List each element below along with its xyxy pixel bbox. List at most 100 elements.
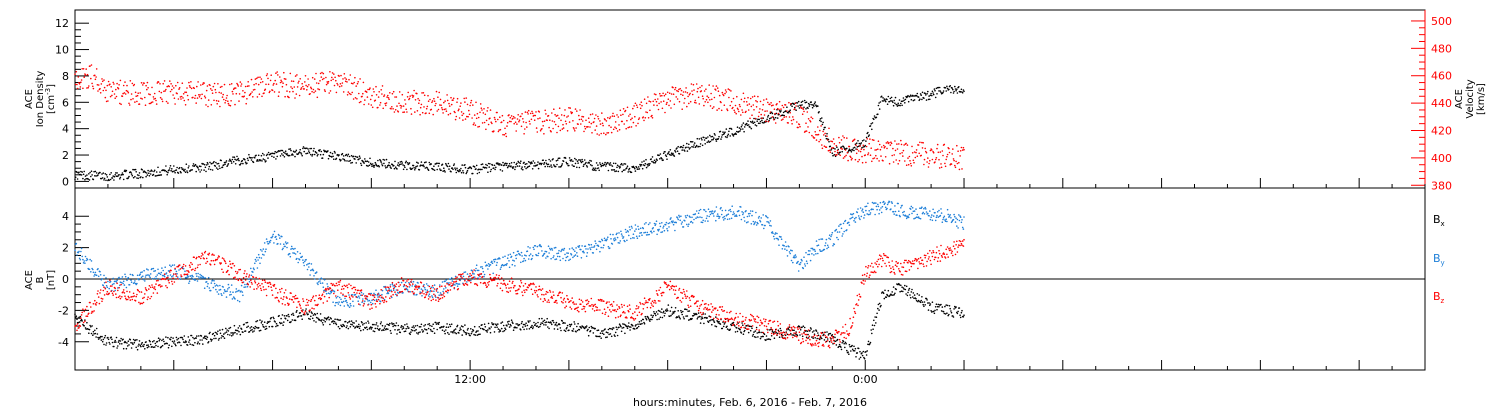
velocity-point bbox=[292, 90, 294, 93]
density-point bbox=[137, 177, 139, 180]
density-point bbox=[437, 162, 439, 165]
density-point bbox=[536, 164, 539, 166]
density-point bbox=[433, 169, 436, 171]
by-point bbox=[213, 280, 215, 282]
bx-point bbox=[419, 326, 422, 328]
density-point bbox=[416, 165, 419, 167]
bx-point bbox=[610, 335, 613, 338]
by-point bbox=[495, 264, 498, 267]
velocity-point bbox=[739, 105, 741, 108]
velocity-point bbox=[857, 160, 859, 163]
bx-point bbox=[311, 317, 314, 320]
by-point bbox=[531, 255, 534, 257]
velocity-point bbox=[809, 120, 812, 123]
by-point bbox=[394, 293, 397, 296]
density-point bbox=[485, 167, 488, 169]
density-point bbox=[259, 159, 262, 161]
bx-point bbox=[392, 325, 394, 328]
velocity-point bbox=[102, 89, 105, 92]
bx-point bbox=[931, 301, 934, 304]
velocity-point bbox=[294, 97, 296, 99]
bx-point bbox=[780, 329, 782, 332]
density-point bbox=[589, 159, 591, 162]
bx-point bbox=[601, 332, 604, 335]
bx-point bbox=[540, 322, 542, 324]
by-point bbox=[418, 287, 421, 289]
by-point bbox=[504, 255, 506, 258]
velocity-point bbox=[963, 148, 965, 151]
velocity-point bbox=[387, 97, 390, 99]
by-point bbox=[438, 294, 441, 297]
density-point bbox=[759, 122, 761, 125]
bx-point bbox=[906, 294, 909, 297]
bx-point bbox=[76, 318, 78, 321]
velocity-point bbox=[762, 103, 764, 106]
bx-point bbox=[441, 329, 444, 332]
bx-point bbox=[474, 334, 477, 336]
density-point bbox=[829, 145, 832, 148]
bx-point bbox=[286, 315, 288, 317]
density-point bbox=[141, 169, 143, 171]
bx-point bbox=[629, 329, 631, 331]
density-point bbox=[609, 162, 612, 164]
density-point bbox=[100, 177, 103, 180]
density-point bbox=[454, 167, 456, 169]
by-point bbox=[128, 284, 131, 286]
velocity-point bbox=[556, 114, 559, 117]
velocity-point bbox=[325, 83, 328, 86]
velocity-point bbox=[596, 133, 598, 135]
velocity-point bbox=[297, 82, 300, 84]
density-point bbox=[504, 162, 507, 165]
density-point bbox=[577, 162, 579, 164]
density-point bbox=[691, 145, 693, 148]
velocity-point bbox=[279, 76, 281, 78]
bx-point bbox=[176, 342, 179, 344]
by-point bbox=[370, 292, 373, 295]
velocity-point bbox=[420, 103, 423, 106]
density-point bbox=[485, 163, 487, 166]
velocity-point bbox=[913, 151, 916, 153]
density-point bbox=[913, 99, 916, 101]
density-point bbox=[479, 168, 482, 171]
bx-point bbox=[104, 334, 107, 337]
by-point bbox=[562, 257, 564, 260]
bx-point bbox=[132, 338, 135, 341]
bx-point bbox=[880, 304, 882, 307]
by-point bbox=[92, 268, 94, 271]
bx-point bbox=[105, 342, 108, 344]
by-point bbox=[212, 286, 215, 289]
velocity-point bbox=[537, 117, 539, 120]
bx-point bbox=[873, 324, 876, 327]
density-point bbox=[562, 160, 565, 163]
bx-point bbox=[779, 327, 782, 330]
density-point bbox=[804, 101, 807, 104]
velocity-point bbox=[149, 93, 151, 96]
velocity-point bbox=[495, 120, 497, 123]
by-point bbox=[228, 286, 230, 289]
velocity-point bbox=[450, 103, 453, 106]
velocity-point bbox=[122, 92, 124, 95]
density-point bbox=[586, 166, 589, 168]
velocity-point bbox=[472, 104, 474, 106]
density-point bbox=[894, 102, 896, 104]
density-point bbox=[757, 118, 759, 121]
bx-point bbox=[179, 336, 182, 339]
bx-point bbox=[866, 350, 868, 352]
density-point bbox=[109, 178, 112, 181]
bx-point bbox=[572, 330, 574, 332]
velocity-point bbox=[301, 82, 304, 85]
velocity-point bbox=[497, 130, 500, 133]
by-point bbox=[527, 246, 529, 248]
bx-point bbox=[317, 317, 319, 320]
bx-point bbox=[537, 326, 540, 329]
density-point bbox=[913, 95, 915, 97]
velocity-point bbox=[169, 90, 172, 93]
density-point bbox=[341, 152, 344, 155]
by-point bbox=[199, 273, 201, 276]
density-point bbox=[823, 128, 825, 131]
velocity-point bbox=[194, 97, 196, 99]
by-point bbox=[82, 258, 84, 261]
bx-point bbox=[861, 354, 864, 357]
velocity-point bbox=[368, 88, 371, 91]
velocity-point bbox=[543, 133, 545, 135]
